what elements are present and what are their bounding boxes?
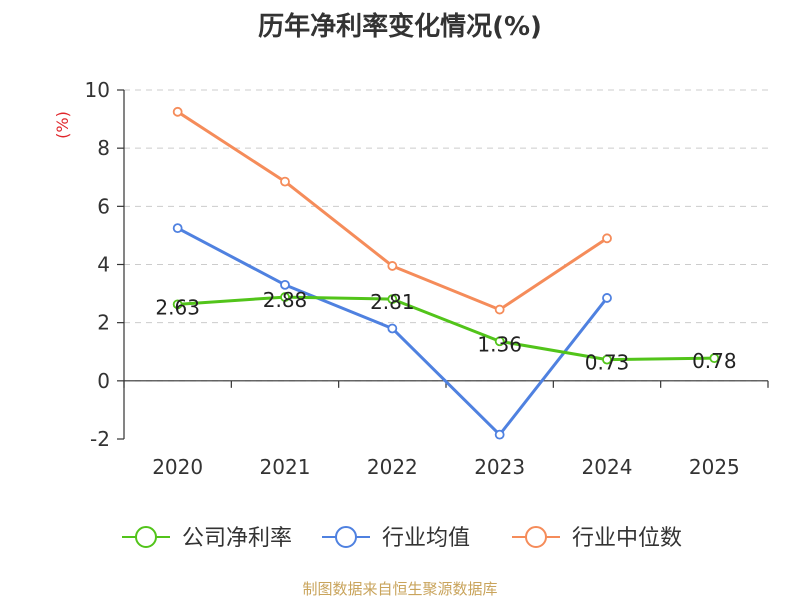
data-point [602, 293, 612, 303]
data-point [387, 323, 398, 334]
data-label: 0.73 [585, 351, 630, 375]
data-label: 0.78 [692, 349, 737, 373]
x-tick-label: 2021 [260, 455, 311, 479]
data-label: 2.88 [263, 288, 308, 312]
x-tick-label: 2025 [689, 455, 740, 479]
data-point [602, 233, 612, 244]
y-tick-label: 6 [97, 194, 110, 218]
data-point [387, 294, 398, 305]
data-point [494, 304, 505, 315]
data-point [280, 292, 290, 302]
series-line [177, 295, 715, 362]
source-note: 制图数据来自恒生聚源数据库 [302, 580, 498, 598]
data-point [387, 261, 398, 271]
data-point [172, 223, 183, 234]
legend-swatch-marker [335, 526, 357, 548]
x-tick-label: 2024 [582, 455, 633, 479]
x-tick-label: 2022 [367, 455, 418, 479]
legend-label: 行业均值 [382, 526, 470, 551]
y-tick-label: 10 [85, 78, 110, 102]
data-point [494, 429, 505, 440]
data-label: 2.63 [155, 295, 200, 319]
data-point [172, 106, 183, 117]
legend-label: 公司净利率 [182, 526, 292, 551]
y-tick-label: 4 [97, 253, 110, 277]
y-tick-label: -2 [90, 427, 110, 451]
data-point [280, 279, 290, 290]
chart-title: 历年净利率变化情况(%) [258, 12, 542, 42]
data-point [494, 336, 505, 347]
legend-swatch-marker [135, 526, 157, 548]
y-tick-label: 2 [97, 311, 110, 335]
legend-label: 行业中位数 [572, 526, 682, 551]
series-line [176, 110, 608, 312]
data-point [709, 353, 720, 364]
data-point [280, 176, 290, 187]
y-tick-label: 8 [97, 136, 110, 160]
x-tick-label: 2020 [152, 455, 203, 479]
legend-swatch-marker [525, 526, 547, 548]
y-axis-unit-label: (%) [53, 111, 72, 139]
x-tick-label: 2023 [474, 455, 525, 479]
data-label: 1.36 [477, 332, 522, 356]
data-point [602, 354, 612, 365]
data-label: 2.81 [370, 290, 415, 314]
data-point [172, 299, 183, 310]
y-tick-label: 0 [97, 369, 110, 393]
